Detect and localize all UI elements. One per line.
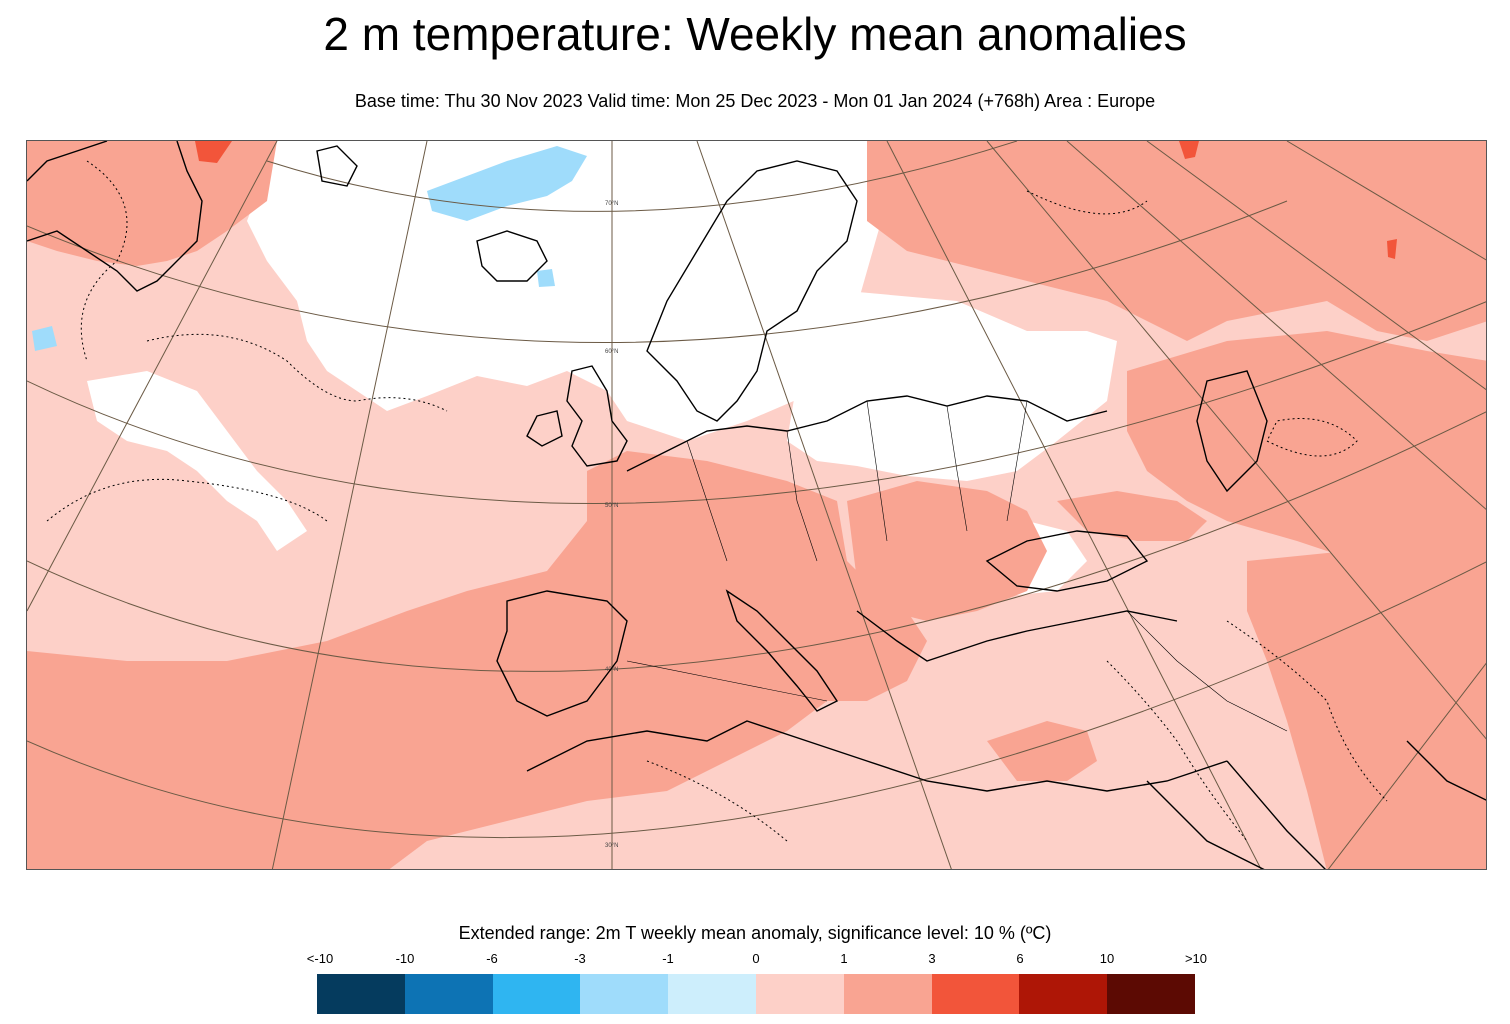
meridian-line [1066, 141, 1486, 510]
significance-contour [1266, 418, 1358, 457]
anomaly-region-1-3-middle-east [1247, 541, 1486, 869]
meridian-line [986, 141, 1486, 740]
legend-swatch [931, 974, 1020, 1014]
country-border [1126, 610, 1288, 732]
coastline-black-sea [985, 530, 1149, 592]
anomaly-region-1-3-greenland [27, 141, 277, 266]
page-subtitle: Base time: Thu 30 Nov 2023 Valid time: M… [354, 91, 1156, 111]
coastline-persian-gulf [1406, 740, 1486, 801]
anomaly-region-1-3-iberia-nafrica [27, 451, 927, 869]
legend-tick: -6 [486, 951, 498, 966]
anomaly-region-neg-faroes [537, 269, 555, 287]
country-border [686, 440, 728, 562]
meridian-line [271, 141, 428, 869]
country-border [866, 400, 888, 542]
latitude-label: 40°N [605, 667, 618, 673]
legend-tick: 10 [1099, 951, 1115, 966]
anomaly-region-neutral-west-atlantic [87, 371, 307, 551]
anomaly-region-1-3-balkans [847, 481, 1047, 621]
meridian-line [27, 141, 278, 612]
anomaly-region-3-6-greenland-coast [195, 141, 232, 163]
significance-contour [1026, 190, 1148, 215]
significance-contour [80, 160, 128, 362]
latitude-line-70 [266, 141, 1018, 212]
anomaly-region-1-3-caucasus [1057, 491, 1207, 541]
legend-tick: -1 [662, 951, 674, 966]
anomaly-region-1-3-russia-north [867, 141, 1486, 341]
latitude-label: 30°N [605, 843, 618, 849]
legend-swatch [668, 974, 756, 1014]
latitude-label: 60°N [605, 349, 618, 355]
coastline-svalbard [316, 145, 358, 187]
coastline-caspian [1196, 370, 1268, 493]
legend-swatch [317, 974, 405, 1014]
coastline-red-sea [1146, 760, 1326, 869]
anomaly-map[interactable]: 70°N 60°N 50°N 40°N 30°N [26, 140, 1487, 870]
legend-swatch [1107, 974, 1195, 1014]
page-title: 2 m temperature: Weekly mean anomalies [323, 8, 1187, 60]
legend-color-bar [317, 974, 1195, 1014]
meridian-line [696, 141, 952, 869]
anomaly-region-3-6-arctic-spot [1179, 141, 1199, 159]
coastline-scandinavia [646, 160, 858, 422]
country-border [626, 660, 828, 702]
legend-swatch [492, 974, 581, 1014]
latitude-line-40 [27, 411, 1486, 672]
legend-swatch [580, 974, 669, 1014]
legend-tick: <-10 [306, 951, 334, 966]
latitude-line-50 [27, 301, 1486, 504]
anomaly-region-1-3-libya [987, 721, 1097, 781]
legend-title: Extended range: 2m T weekly mean anomaly… [458, 923, 1052, 943]
coastline-iceland [476, 230, 548, 282]
anomaly-region-neutral-north-atlantic [247, 141, 887, 441]
country-border [946, 405, 968, 532]
coastline-iberia [496, 590, 628, 717]
coastline-greenland [27, 141, 203, 292]
meridian-line [886, 141, 1262, 869]
coastline-greece-turkey [856, 610, 1178, 662]
legend-tick: -3 [574, 951, 586, 966]
country-border [786, 430, 818, 562]
legend-swatch [755, 974, 844, 1014]
latitude-label: 70°N [605, 201, 618, 207]
anomaly-region-neg-iceland-north [427, 146, 587, 221]
legend-tick: >10 [1184, 951, 1208, 966]
meridian-line [1286, 141, 1486, 261]
latitude-label: 50°N [605, 503, 618, 509]
legend-tick: 0 [752, 951, 760, 966]
significance-contour [1106, 660, 1248, 842]
coastline-north-africa [526, 720, 1228, 792]
legend-swatch [843, 974, 932, 1014]
legend-tick: 1 [840, 951, 848, 966]
latitude-line-60 [27, 200, 1288, 343]
meridian-line [1146, 141, 1486, 391]
anomaly-region-1-3-russia-south [1127, 331, 1486, 561]
meridian-line [1327, 662, 1486, 869]
significance-contour [46, 478, 328, 522]
legend-tick: 3 [928, 951, 936, 966]
coastline-british-isles [526, 365, 628, 467]
legend-ticks: <-10 -10 -6 -3 -1 0 1 3 6 10 >10 [0, 951, 1510, 967]
coastline-italy [725, 589, 839, 712]
significance-contour [146, 333, 448, 412]
latitude-line-30 [27, 561, 1486, 839]
legend-swatch [1019, 974, 1108, 1014]
anomaly-region-3-6-urals-spot [1387, 239, 1397, 259]
country-border [1006, 400, 1028, 522]
country-borders [626, 400, 1288, 732]
significance-contour [1226, 620, 1388, 802]
legend-swatch [404, 974, 493, 1014]
anomaly-region-neg-west [32, 326, 57, 351]
graticule-latitudes [27, 141, 1486, 839]
significance-contours [46, 160, 1388, 842]
anomaly-region-neutral-central-europe [787, 291, 1117, 481]
legend-tick: -10 [395, 951, 415, 966]
legend-tick: 6 [1016, 951, 1024, 966]
graticule-meridians [27, 141, 1486, 869]
